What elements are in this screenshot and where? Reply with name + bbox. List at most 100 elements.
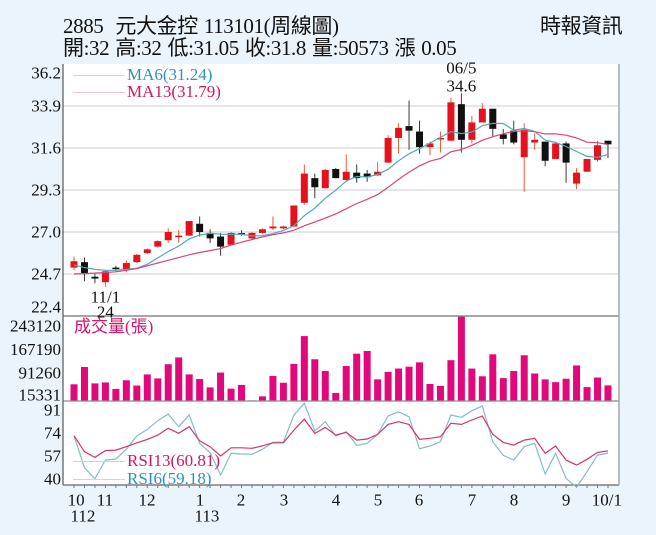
volume-bar — [468, 368, 476, 401]
volume-bar — [185, 374, 193, 401]
volume-bar — [353, 353, 361, 401]
volume-bar — [416, 362, 424, 401]
stock-name: 元大金控 — [115, 14, 198, 38]
candle-body-down — [206, 232, 214, 239]
change-value: 0.05 — [421, 36, 457, 60]
volume-bar — [238, 384, 246, 401]
candle-body-up — [468, 122, 476, 140]
volume-bar — [405, 366, 413, 401]
volume-bars — [70, 316, 612, 401]
volume-bar — [510, 371, 518, 401]
candle-body-up — [300, 173, 308, 203]
ma6-line — [73, 122, 609, 271]
volume-axis-label: 15331 — [19, 386, 62, 405]
volume-bar — [552, 382, 560, 401]
ma13-legend: MA13(31.79) — [127, 82, 221, 101]
candle-body-up — [395, 127, 403, 138]
rsi13-line — [73, 415, 609, 466]
volume-bar — [321, 371, 329, 401]
volume-bar — [269, 375, 277, 401]
close-value: 31.8 — [270, 36, 307, 60]
candle-body-up — [164, 232, 172, 241]
volume-bar — [332, 392, 340, 401]
candle-body-up — [531, 139, 539, 143]
price-axis-label: 27.0 — [31, 223, 61, 242]
volume-bar — [175, 357, 183, 401]
candle-body-up — [374, 171, 382, 176]
annotation-date: 06/5 — [446, 59, 476, 78]
candle-body-down — [489, 108, 497, 129]
volume-bar — [478, 376, 486, 401]
volume-value: 50573 — [338, 36, 389, 60]
x-axis-month-label: 8 — [510, 491, 519, 510]
volume-bar — [91, 383, 99, 401]
candle-body-up — [583, 158, 591, 172]
volume-bar — [300, 336, 308, 401]
price-axis-label: 24.7 — [31, 265, 61, 284]
candle-body-down — [332, 169, 340, 179]
candle-body-down — [604, 140, 612, 145]
low-value: 31.05 — [193, 36, 240, 60]
volume-bar — [133, 385, 141, 401]
annotation-value: 24 — [97, 302, 115, 321]
volume-bar — [447, 360, 455, 401]
candle-body-up — [573, 172, 581, 184]
candle-body-up — [122, 263, 130, 270]
candle-body-up — [175, 235, 183, 238]
price-summary: 開:32 高:32 低:31.05 收:31.8 量:50573 漲 0.05 — [63, 36, 457, 60]
candle-body-up — [552, 143, 560, 159]
volume-bar — [489, 354, 497, 401]
volume-bar — [122, 380, 130, 401]
candle-body-down — [562, 143, 570, 163]
rsi-axis-label: 74 — [44, 424, 62, 443]
candle-body-down — [91, 276, 99, 279]
candle-body-up — [279, 226, 287, 229]
chart-type: (周線圖) — [263, 14, 339, 38]
stock-code: 2885 — [63, 14, 104, 38]
volume-bar — [143, 374, 151, 401]
volume-legend: 成交量(張) — [74, 317, 154, 336]
volume-bar — [541, 379, 549, 401]
candle-body-up — [185, 221, 193, 236]
candle-body-up — [269, 226, 277, 229]
candle-body-up — [342, 171, 350, 180]
volume-bar — [583, 387, 591, 401]
price-axis-label: 29.3 — [31, 181, 61, 200]
candle-body-down — [405, 126, 413, 131]
rsi-axis-label: 57 — [44, 447, 62, 466]
candle-body-down — [510, 130, 518, 143]
candle-body-down — [196, 223, 204, 232]
volume-bar — [374, 379, 382, 401]
candle-body-up — [258, 229, 266, 233]
candle-body-up — [594, 145, 601, 160]
x-axis-month-label: 5 — [374, 491, 383, 510]
price-axis-label: 36.2 — [31, 64, 61, 83]
candle-body-up — [520, 129, 528, 158]
volume-bar — [112, 388, 120, 401]
candle-body-down — [499, 134, 507, 139]
volume-bar — [384, 371, 392, 401]
candle-body-up — [154, 241, 162, 247]
candle-body-down — [416, 131, 424, 148]
candle-body-up — [101, 271, 109, 283]
x-axis-month-label: 12 — [138, 491, 155, 510]
volume-bar — [206, 387, 214, 401]
price-axis-label: 33.9 — [31, 97, 61, 116]
volume-bar — [436, 385, 444, 401]
price-axis-label: 22.4 — [31, 298, 61, 317]
x-axis-month-label: 9 — [562, 491, 571, 510]
candle-body-down — [363, 173, 371, 178]
ma13-legend-line — [73, 92, 125, 93]
ma6-legend: MA6(31.24) — [127, 65, 213, 84]
volume-axis-label: 243120 — [10, 316, 61, 335]
volume-bar — [154, 378, 162, 401]
volume-bar — [217, 372, 225, 401]
rsi-axis-label: 91 — [44, 401, 61, 420]
candle-body-up — [227, 232, 235, 245]
volume-bar — [395, 368, 403, 401]
high-value: 32 — [141, 36, 162, 60]
rsi6-legend-line — [73, 479, 125, 480]
volume-bar — [363, 350, 371, 401]
